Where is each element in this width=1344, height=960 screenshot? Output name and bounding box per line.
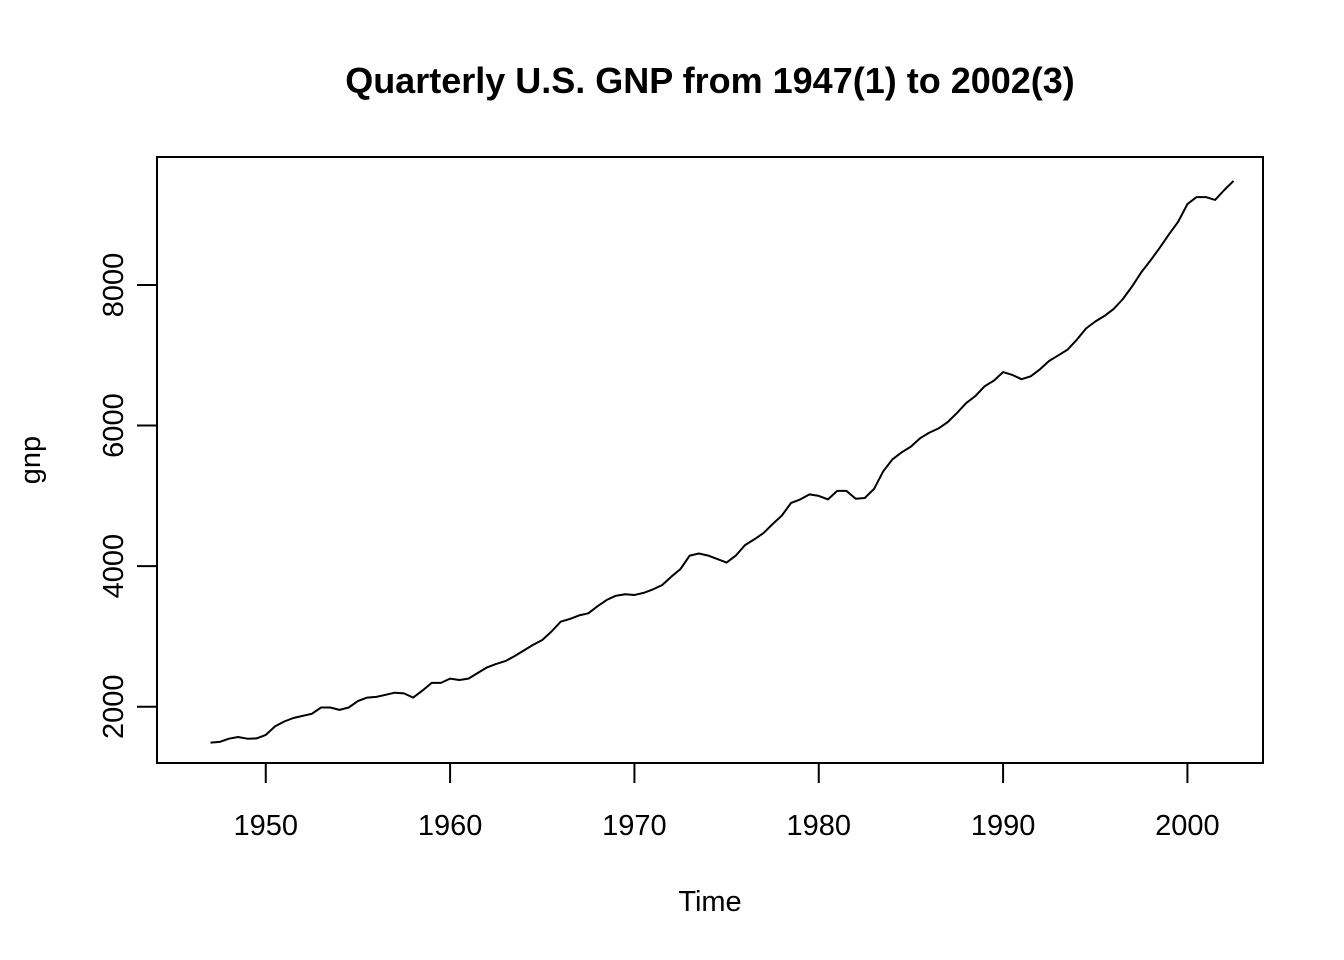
y-tick-label: 8000 (98, 253, 130, 318)
x-tick-label: 1980 (786, 810, 851, 842)
y-tick-label: 6000 (98, 393, 130, 458)
y-tick-label: 2000 (98, 675, 130, 740)
y-axis-label: gnp (15, 436, 47, 484)
x-axis-label: Time (678, 886, 741, 918)
x-tick-label: 2000 (1155, 810, 1220, 842)
x-tick-label: 1960 (418, 810, 483, 842)
x-tick-label: 1990 (971, 810, 1036, 842)
x-axis: 1950 1960 1970 1980 1990 2000 (233, 762, 1220, 842)
x-tick-label: 1970 (602, 810, 667, 842)
gnp-series-line (210, 180, 1235, 744)
chart-title: Quarterly U.S. GNP from 1947(1) to 2002(… (345, 60, 1075, 101)
plot-frame (156, 156, 1264, 764)
y-tick-label: 4000 (98, 534, 130, 599)
y-axis: 2000 4000 6000 8000 (98, 253, 158, 740)
x-tick-label: 1950 (233, 810, 298, 842)
